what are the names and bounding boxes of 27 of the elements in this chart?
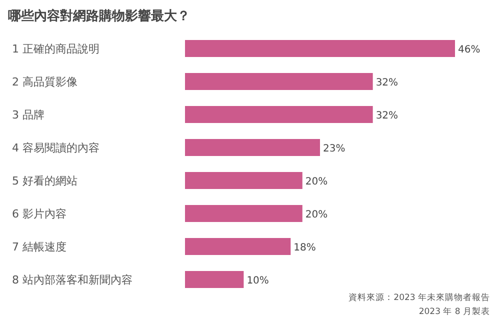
y-tick-label: 8 站內部落客和新聞內容 [12, 274, 132, 286]
y-tick-label: 6 影片內容 [12, 208, 66, 220]
bar [185, 139, 320, 156]
y-tick-label: 1 正確的商品說明 [12, 42, 100, 56]
bar [185, 205, 302, 222]
chart-title: 哪些內容對網路購物影響最大？ [8, 8, 190, 24]
data-label: 46% [458, 44, 480, 56]
data-label: 20% [305, 176, 328, 188]
bar [185, 271, 244, 288]
y-tick-label: 4 容易閱讀的內容 [12, 142, 100, 154]
bar [185, 73, 373, 90]
bar [185, 40, 455, 57]
data-label: 32% [376, 78, 398, 88]
text: 2023 年 8 月製表 [418, 306, 490, 317]
bar [185, 106, 373, 123]
y-tick-label: 2 高品質影像 [12, 76, 78, 88]
bar [185, 238, 291, 255]
bar [185, 172, 302, 189]
y-tick-label: 7 結帳速度 [12, 240, 66, 254]
data-label: 18% [294, 242, 316, 254]
annotation: 資料來源：2023 年未來購物者報告 [348, 292, 490, 303]
data-label: 10% [246, 276, 269, 286]
y-tick-label: 3 品牌 [12, 108, 44, 122]
y-tick-label: 5 好看的網站 [12, 174, 78, 188]
data-label: 32% [376, 110, 398, 122]
data-label: 20% [305, 210, 328, 220]
data-label: 23% [323, 144, 346, 154]
